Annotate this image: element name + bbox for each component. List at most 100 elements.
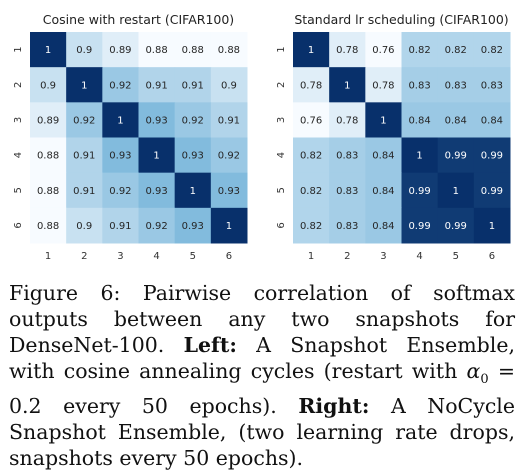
y-tick-label: 1	[276, 46, 287, 52]
heatmap-cell-label: 0.91	[182, 80, 204, 91]
heatmap-cell	[174, 172, 212, 209]
heatmap-cell	[30, 207, 67, 244]
heatmap-cell	[437, 207, 475, 244]
heatmap-cell-label: 0.9	[76, 221, 92, 232]
heatmap-cell-label: 0.91	[145, 80, 167, 91]
heatmap-cell	[365, 32, 402, 68]
heatmap-cell-label: 0.9	[40, 80, 56, 91]
heatmap-cell-label: 0.89	[109, 45, 131, 56]
heatmap-cell	[473, 32, 511, 68]
heatmap-cell	[210, 207, 248, 244]
caption-text-1: Pairwise correlation of softmax outputs …	[9, 281, 515, 357]
heatmap-cell	[102, 137, 139, 174]
heatmap-cell	[293, 137, 330, 174]
heatmap-cell-label: 0.92	[109, 186, 131, 197]
caption-text-2: A Snapshot Ensemble, with cosine anneali…	[9, 333, 515, 383]
figure-charts: Cosine with restart (CIFAR100) 1 0.9 0.89 0.…	[13, 12, 511, 262]
heatmap-cell-label: 0.91	[218, 115, 240, 126]
heatmap-cell-label: 0.93	[218, 186, 240, 197]
caption-text-3: = 0.2 every 50 epochs).	[9, 359, 515, 419]
heatmap-cell	[329, 32, 366, 68]
heatmap-cell-label: 0.93	[145, 186, 167, 197]
heatmap-cell-label: 0.99	[408, 221, 430, 232]
heatmap-cell-label: 1	[489, 221, 495, 232]
heatmap-cell	[293, 172, 330, 209]
heatmap-cell	[30, 67, 67, 103]
heatmap-cell-label: 0.88	[37, 221, 59, 232]
heatmap-cell	[66, 137, 103, 174]
heatmap-title: Cosine with restart (CIFAR100)	[43, 12, 234, 27]
heatmap-cell-label: 1	[190, 186, 196, 197]
heatmap-cell-label: 1	[81, 80, 87, 91]
heatmap-cell-label: 0.93	[109, 151, 131, 162]
heatmap-cell	[66, 102, 103, 138]
heatmap-cell-label: 0.9	[76, 45, 92, 56]
heatmap-cell	[66, 32, 103, 68]
x-tick-label: 6	[226, 251, 232, 262]
heatmap-cell	[365, 137, 402, 174]
heatmap-cell-label: 1	[117, 115, 123, 126]
heatmap-cell	[102, 32, 139, 68]
heatmap-title: Standard lr scheduling (CIFAR100)	[294, 12, 508, 27]
heatmap-cell	[102, 207, 139, 244]
heatmap-cell	[138, 67, 176, 103]
heatmap-cell	[401, 172, 439, 209]
heatmap-cell-label: 0.89	[37, 115, 59, 126]
heatmap-cell-label: 0.84	[408, 115, 430, 126]
heatmap-cell	[210, 137, 248, 174]
heatmap-cell-label: 0.82	[300, 186, 322, 197]
heatmap-cell	[138, 102, 176, 138]
x-tick-label: 1	[308, 251, 314, 262]
heatmap-2: Standard lr scheduling (CIFAR100) 1 0.78 0.…	[276, 12, 511, 262]
heatmap-cell-label: 0.99	[481, 186, 503, 197]
heatmap-cell	[329, 102, 366, 138]
heatmap-cell	[174, 137, 212, 174]
heatmap-cell-label: 0.83	[481, 80, 503, 91]
caption-figure-label: Figure 6:	[9, 281, 121, 305]
heatmap-cell	[102, 172, 139, 209]
heatmap-cell	[365, 172, 402, 209]
heatmap-cell	[437, 137, 475, 174]
heatmap-cell-label: 0.78	[300, 80, 322, 91]
heatmap-cell-label: 0.88	[218, 45, 240, 56]
heatmap-cell	[30, 172, 67, 209]
heatmap-cell-label: 0.78	[336, 45, 358, 56]
heatmap-cell	[30, 137, 67, 174]
heatmap-cell-label: 0.84	[372, 186, 394, 197]
heatmap-cell-label: 0.91	[109, 221, 131, 232]
heatmap-cell	[401, 102, 439, 138]
caption-right-label: Right:	[298, 394, 370, 419]
heatmap-cell	[365, 207, 402, 244]
x-tick-label: 1	[45, 251, 51, 262]
heatmap-cell	[210, 172, 248, 209]
heatmap-cell-label: 0.99	[481, 151, 503, 162]
heatmap-cell	[30, 102, 67, 138]
heatmap-cell	[365, 67, 402, 103]
y-tick-label: 6	[276, 222, 287, 228]
heatmap-cell	[66, 67, 103, 103]
figure-caption: Figure 6: Pairwise correlation of softma…	[9, 280, 515, 471]
heatmap-cell	[329, 172, 366, 209]
heatmap-cell-label: 0.93	[145, 115, 167, 126]
heatmap-1: Cosine with restart (CIFAR100) 1 0.9 0.89 0.…	[13, 12, 248, 262]
heatmap-cell	[210, 32, 248, 68]
heatmap-cell	[293, 32, 330, 68]
x-tick-label: 3	[117, 251, 123, 262]
heatmap-cell	[437, 32, 475, 68]
heatmap-cell-label: 0.88	[182, 45, 204, 56]
heatmap-cell-label: 0.88	[37, 186, 59, 197]
y-tick-label: 3	[276, 117, 287, 123]
heatmap-cell-label: 0.76	[372, 45, 394, 56]
heatmap-cell	[401, 32, 439, 68]
heatmap-cell-label: 0.82	[481, 45, 503, 56]
heatmap-cell	[30, 32, 67, 68]
heatmap-cell	[365, 102, 402, 138]
heatmap-cell-label: 0.83	[336, 221, 358, 232]
heatmap-cell	[329, 207, 366, 244]
heatmap-cell	[138, 32, 176, 68]
heatmap-cell-label: 1	[45, 45, 51, 56]
heatmap-cell-label: 1	[308, 45, 314, 56]
heatmap-cell-label: 0.84	[445, 115, 467, 126]
heatmap-cell	[437, 102, 475, 138]
heatmap-cell-label: 0.83	[408, 80, 430, 91]
